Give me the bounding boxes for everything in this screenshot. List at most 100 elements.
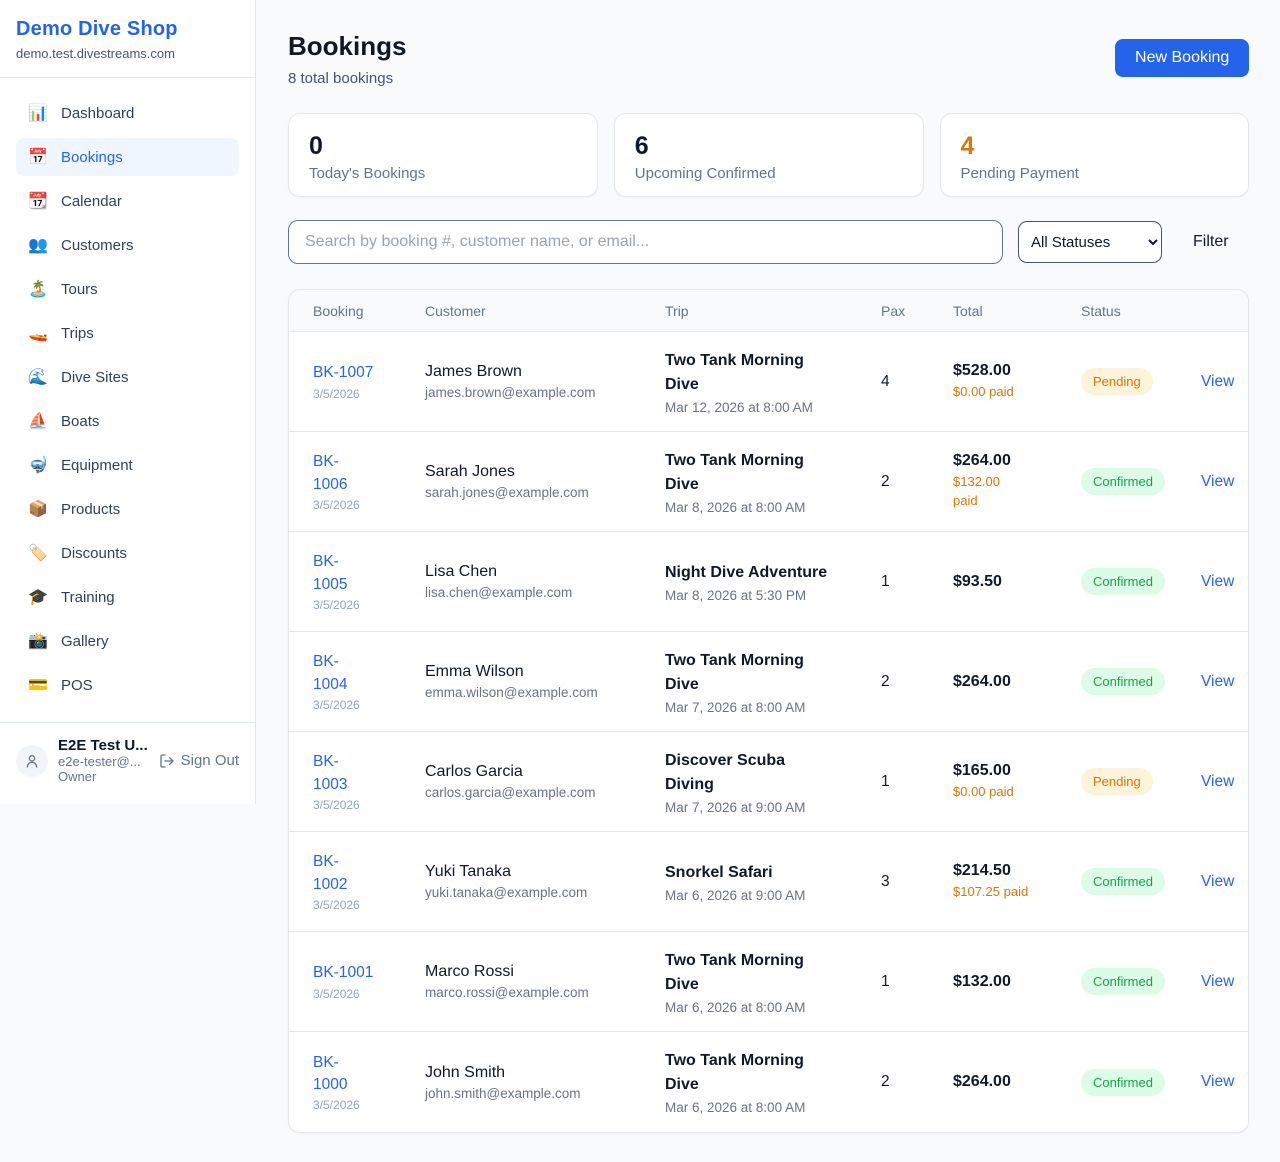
sidebar-item-icon: ⛵ bbox=[28, 413, 48, 430]
sidebar-item-label: Products bbox=[61, 500, 121, 518]
view-link[interactable]: View bbox=[1201, 472, 1235, 490]
table-row: BK- 1003 3/5/2026 Carlos Garcia carlos.g… bbox=[289, 732, 1249, 832]
sidebar-item-label: Discounts bbox=[61, 544, 127, 562]
page-subtitle: 8 total bookings bbox=[288, 70, 394, 87]
trip-datetime: Mar 7, 2026 at 9:00 AM bbox=[665, 799, 806, 815]
customer-name: John Smith bbox=[425, 1063, 506, 1081]
view-link[interactable]: View bbox=[1201, 872, 1235, 890]
sign-out-label: Sign Out bbox=[180, 752, 239, 769]
page-title: Bookings bbox=[288, 31, 407, 61]
sidebar-item-label: Gallery bbox=[61, 632, 109, 650]
view-link[interactable]: View bbox=[1201, 572, 1235, 590]
filter-button[interactable]: Filter bbox=[1193, 233, 1229, 250]
sidebar-item-discounts[interactable]: 🏷️ Discounts bbox=[16, 534, 239, 572]
total-amount: $93.50 bbox=[953, 572, 1002, 590]
sidebar-item-calendar[interactable]: 📆 Calendar bbox=[16, 182, 239, 220]
trip-datetime: Mar 8, 2026 at 8:00 AM bbox=[665, 499, 806, 515]
booking-number-link[interactable]: BK- 1004 bbox=[313, 653, 348, 693]
sidebar-item-bookings[interactable]: 📅 Bookings bbox=[16, 138, 239, 176]
total-amount: $214.50 bbox=[953, 861, 1011, 879]
sidebar-item-training[interactable]: 🎓 Training bbox=[16, 578, 239, 616]
trip-name: Snorkel Safari bbox=[665, 863, 773, 881]
sign-out-button[interactable]: Sign Out bbox=[159, 752, 239, 769]
trip-cell: Two Tank Morning Dive Mar 6, 2026 at 8:0… bbox=[665, 949, 881, 1015]
booking-number-link[interactable]: BK-1007 bbox=[313, 364, 374, 382]
sidebar-item-pos[interactable]: 💳 POS bbox=[16, 666, 239, 704]
total-cell: $132.00 bbox=[953, 973, 1081, 991]
sidebar-item-label: Tours bbox=[61, 280, 98, 298]
sidebar-item-products[interactable]: 📦 Products bbox=[16, 490, 239, 528]
sidebar-item-boats[interactable]: ⛵ Boats bbox=[16, 402, 239, 440]
bookings-table: Booking Customer Trip Pax Total Status B… bbox=[288, 289, 1250, 1133]
sidebar-item-label: Equipment bbox=[61, 456, 133, 474]
sidebar-item-trips[interactable]: 🚤 Trips bbox=[16, 314, 239, 352]
sidebar-item-equipment[interactable]: 🤿 Equipment bbox=[16, 446, 239, 484]
total-amount: $165.00 bbox=[953, 761, 1011, 779]
trip-name: Night Dive Adventure bbox=[665, 563, 828, 581]
booking-number-link[interactable]: BK-1001 bbox=[313, 964, 374, 982]
view-link[interactable]: View bbox=[1201, 1073, 1235, 1090]
sidebar-item-customers[interactable]: 👥 Customers bbox=[16, 226, 239, 264]
sidebar-item-dashboard[interactable]: 📊 Dashboard bbox=[16, 94, 239, 132]
booking-number-link[interactable]: BK- 1002 bbox=[313, 853, 348, 893]
pax-cell: 2 bbox=[881, 1073, 890, 1090]
customer-name: Carlos Garcia bbox=[425, 763, 523, 780]
customer-email: lisa.chen@example.com bbox=[425, 585, 573, 600]
status-filter-select[interactable]: All Statuses bbox=[1018, 221, 1162, 263]
actions-cell: View bbox=[1201, 573, 1248, 591]
total-cell: $93.50 bbox=[953, 573, 1081, 591]
customer-email: carlos.garcia@example.com bbox=[425, 785, 596, 800]
total-cell: $264.00 bbox=[953, 1073, 1081, 1091]
booking-cell: BK- 1006 3/5/2026 bbox=[313, 451, 425, 512]
view-link[interactable]: View bbox=[1201, 772, 1235, 790]
sidebar-item-icon: 📦 bbox=[28, 501, 48, 518]
sidebar-user-section: E2E Test U... e2e-tester@... Owner Sign … bbox=[0, 722, 255, 804]
total-amount: $264.00 bbox=[953, 452, 1011, 470]
table-header-row: Booking Customer Trip Pax Total Status bbox=[289, 290, 1249, 332]
actions-cell: View bbox=[1201, 873, 1248, 891]
sidebar-item-label: Dive Sites bbox=[61, 368, 129, 386]
trip-cell: Two Tank Morning Dive Mar 12, 2026 at 8:… bbox=[665, 349, 881, 415]
booking-number-link[interactable]: BK- 1006 bbox=[313, 453, 348, 493]
booking-date: 3/5/2026 bbox=[313, 797, 360, 812]
booking-number-link[interactable]: BK- 1000 bbox=[313, 1053, 348, 1093]
booking-number-link[interactable]: BK- 1003 bbox=[313, 753, 348, 793]
view-link[interactable]: View bbox=[1201, 372, 1235, 390]
sidebar-item-label: Bookings bbox=[61, 148, 123, 166]
table-row: BK- 1005 3/5/2026 Lisa Chen lisa.chen@ex… bbox=[289, 532, 1249, 632]
sidebar-item-label: Customers bbox=[61, 236, 134, 254]
user-info: E2E Test U... e2e-tester@... Owner bbox=[58, 737, 148, 784]
stat-card: 4 Pending Payment bbox=[939, 113, 1250, 197]
table-row: BK-1001 3/5/2026 Marco Rossi marco.rossi… bbox=[289, 932, 1249, 1032]
user-email: e2e-tester@... bbox=[58, 754, 141, 769]
sidebar-item-gallery[interactable]: 📸 Gallery bbox=[16, 622, 239, 660]
search-input[interactable] bbox=[288, 220, 1003, 264]
status-badge: Pending bbox=[1081, 368, 1153, 395]
trip-name: Two Tank Morning Dive bbox=[665, 451, 804, 493]
sidebar-item-label: Boats bbox=[61, 412, 100, 430]
table-row: BK- 1002 3/5/2026 Yuki Tanaka yuki.tanak… bbox=[289, 832, 1249, 932]
actions-cell: View bbox=[1201, 773, 1248, 791]
booking-number-link[interactable]: BK- 1005 bbox=[313, 553, 348, 593]
booking-cell: BK- 1002 3/5/2026 bbox=[313, 851, 425, 912]
booking-date: 3/5/2026 bbox=[313, 497, 360, 512]
booking-cell: BK-1001 3/5/2026 bbox=[313, 962, 425, 1000]
sidebar-item-dive-sites[interactable]: 🌊 Dive Sites bbox=[16, 358, 239, 396]
status-cell: Pending bbox=[1081, 368, 1201, 395]
view-link[interactable]: View bbox=[1201, 972, 1235, 990]
trip-name: Discover Scuba Diving bbox=[665, 751, 786, 793]
sidebar-item-icon: 📅 bbox=[28, 149, 48, 166]
total-cell: $264.00 $132.00 paid bbox=[953, 452, 1081, 511]
sidebar: Demo Dive Shop demo.test.divestreams.com… bbox=[0, 0, 256, 804]
new-booking-button[interactable]: New Booking bbox=[1115, 39, 1250, 77]
page-title-block: Bookings 8 total bookings bbox=[288, 31, 406, 87]
customer-email: john.smith@example.com bbox=[425, 1085, 581, 1101]
view-link[interactable]: View bbox=[1201, 672, 1235, 690]
trip-name: Two Tank Morning Dive bbox=[665, 651, 804, 693]
actions-cell: View bbox=[1201, 373, 1248, 391]
customer-cell: Yuki Tanaka yuki.tanaka@example.com bbox=[425, 863, 665, 900]
pax-cell: 1 bbox=[881, 972, 890, 990]
status-cell: Confirmed bbox=[1081, 968, 1201, 995]
sidebar-item-icon: 🎓 bbox=[28, 589, 48, 606]
sidebar-item-tours[interactable]: 🏝️ Tours bbox=[16, 270, 239, 308]
